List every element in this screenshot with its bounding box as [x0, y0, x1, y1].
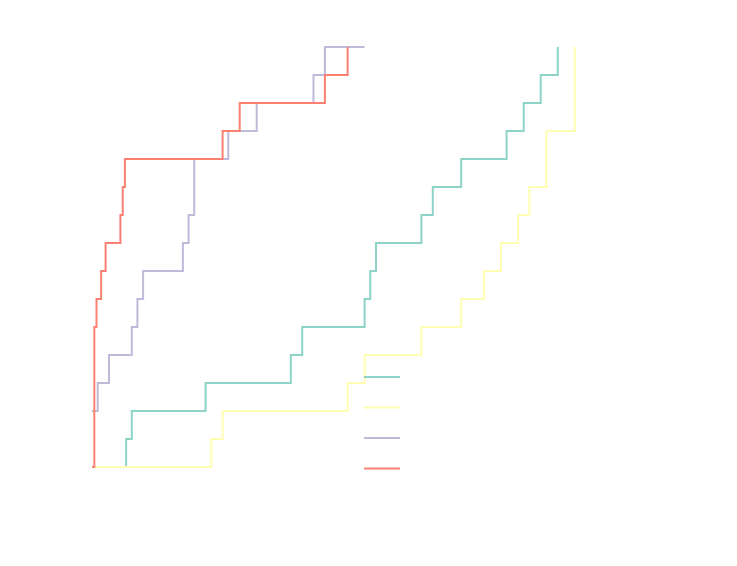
- series-layer: [92, 46, 576, 468]
- series-line-3: [92, 46, 365, 412]
- legend: [364, 376, 400, 470]
- series-line-2: [92, 47, 576, 468]
- series-line-4: [92, 47, 349, 468]
- series-line-1: [92, 47, 559, 468]
